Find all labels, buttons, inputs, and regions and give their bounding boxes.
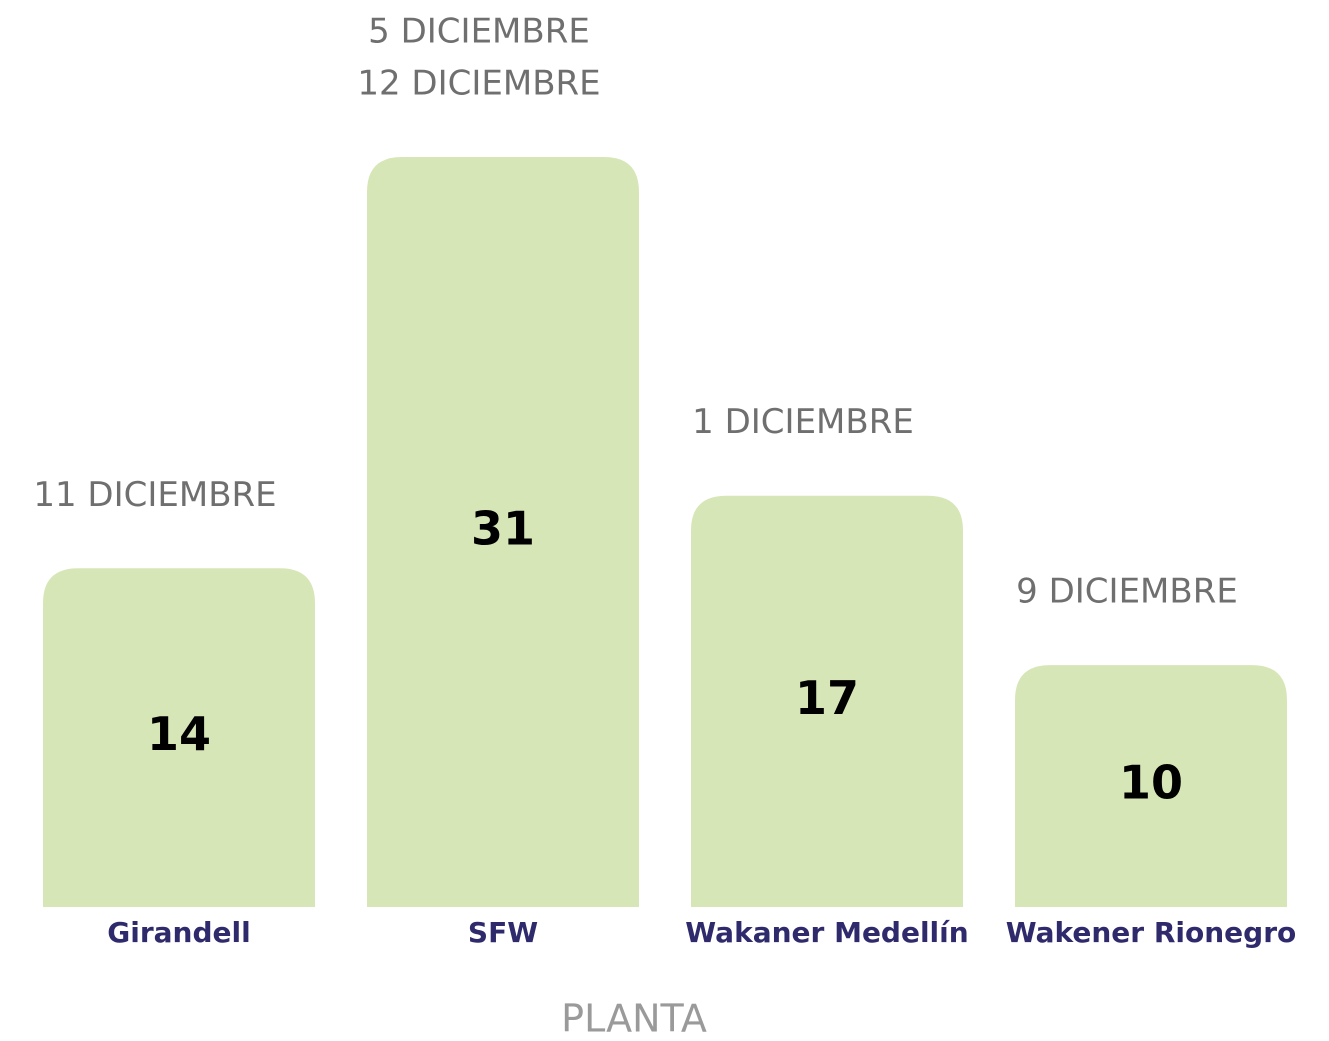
annotation: 11 DICIEMBRE	[33, 475, 276, 515]
x-axis-label: PLANTA	[561, 997, 707, 1041]
value-label: 31	[471, 502, 535, 556]
bar	[1015, 665, 1287, 907]
annotation: 12 DICIEMBRE	[357, 64, 600, 104]
category-label: SFW	[468, 916, 538, 949]
value-label: 10	[1119, 756, 1183, 810]
category-label: Girandell	[107, 916, 250, 949]
annotation: 5 DICIEMBRE	[368, 12, 590, 52]
annotation: 9 DICIEMBRE	[1016, 572, 1238, 612]
bar	[367, 157, 639, 907]
bar	[691, 495, 963, 907]
bar	[43, 568, 315, 907]
annotation: 1 DICIEMBRE	[692, 402, 914, 442]
category-label: Wakaner Medellín	[685, 916, 968, 949]
category-label: Wakener Rionegro	[1006, 916, 1297, 949]
value-label: 14	[147, 707, 211, 761]
value-label: 17	[795, 671, 859, 725]
